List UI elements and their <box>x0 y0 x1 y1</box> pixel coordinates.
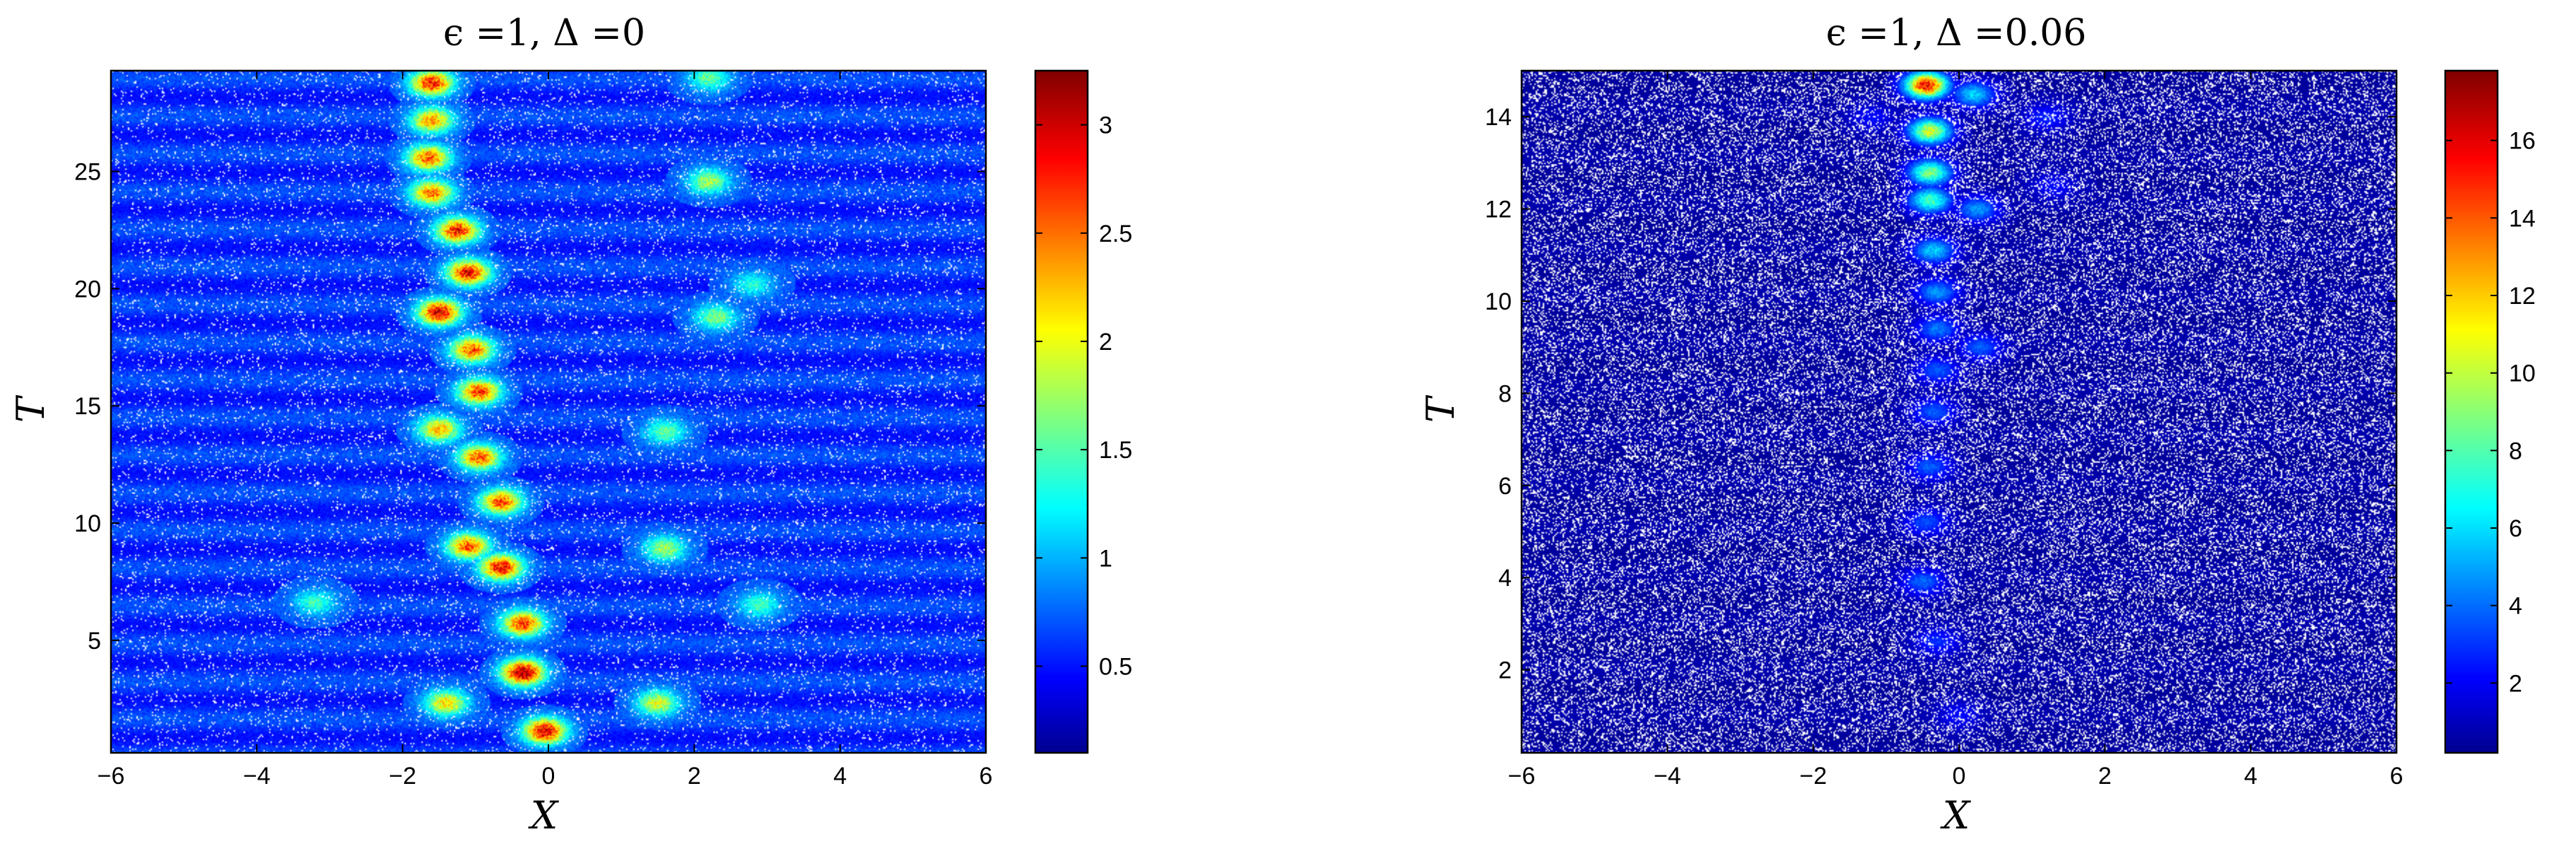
right-x-tick-label: 4 <box>2244 763 2257 790</box>
right-y-tick-label: 14 <box>1485 104 1512 131</box>
left-y-axis: 5 10 15 20 25 <box>74 159 986 655</box>
right-chart-title: ϵ =1, Δ =0.06 <box>1826 12 2087 54</box>
left-colorbar-gradient <box>1035 71 1088 753</box>
left-y-tick-label: 5 <box>88 628 101 655</box>
left-y-tick-label: 10 <box>74 510 101 537</box>
right-x-axis-label: X <box>1940 793 1972 838</box>
left-colorbar-tick-label: 3 <box>1099 112 1112 139</box>
left-colorbar-tick-label: 2.5 <box>1099 221 1132 247</box>
right-y-tick-label: 2 <box>1498 657 1512 684</box>
left-y-axis-label: T <box>8 394 53 423</box>
right-x-tick-label: −4 <box>1654 763 1681 790</box>
left-colorbar-tick-label: 0.5 <box>1099 653 1132 680</box>
right-colorbar-tick-label: 2 <box>2509 670 2522 697</box>
left-y-tick-label: 20 <box>74 276 101 303</box>
right-x-tick-label: 2 <box>2098 763 2112 790</box>
left-heatmap-image <box>111 71 986 753</box>
left-y-tick-label: 15 <box>74 393 101 420</box>
right-y-axis-label: T <box>1418 394 1463 423</box>
right-y-axis: 2 4 6 8 10 12 14 <box>1485 104 2396 684</box>
left-x-tick-label: 6 <box>980 763 993 790</box>
left-colorbar-tick-label: 2 <box>1099 329 1112 356</box>
right-x-tick-label: 0 <box>1953 763 1966 790</box>
left-x-tick-label: −4 <box>243 763 271 790</box>
right-x-tick-label: 6 <box>2390 763 2404 790</box>
right-colorbar-tick-label: 4 <box>2509 593 2522 620</box>
right-colorbar: 2 4 6 8 10 12 14 16 <box>2444 69 2536 754</box>
left-x-tick-label: −6 <box>98 763 125 790</box>
right-y-tick-label: 4 <box>1498 565 1512 592</box>
right-heatmap-image <box>1522 71 2396 753</box>
left-colorbar-tick-label: 1.5 <box>1099 437 1132 464</box>
left-colorbar-frame <box>1034 69 1089 754</box>
right-colorbar-tick-label: 10 <box>2509 361 2536 387</box>
right-x-tick-label: −6 <box>1508 763 1536 790</box>
left-x-axis: −6 −4 −2 0 2 4 6 <box>98 71 993 790</box>
right-y-tick-label: 8 <box>1498 380 1512 407</box>
right-colorbar-gradient <box>2445 71 2498 753</box>
left-x-tick-label: 4 <box>833 763 847 790</box>
panel-left: ϵ =1, Δ =0 −6 −4 −2 0 2 4 6 5 10 15 20 25 X T 0.5 1… <box>8 12 1132 838</box>
left-heatmap <box>110 69 987 754</box>
right-colorbar-ticks: 2 4 6 8 10 12 14 16 <box>2445 128 2536 697</box>
left-x-tick-label: 2 <box>688 763 701 790</box>
right-heatmap <box>1520 69 2398 754</box>
left-x-tick-label: 0 <box>542 763 555 790</box>
left-y-tick-label: 25 <box>74 159 101 186</box>
right-y-tick-label: 12 <box>1485 197 1512 223</box>
left-colorbar: 0.5 1 1.5 2 2.5 3 <box>1034 69 1132 754</box>
left-colorbar-ticks: 0.5 1 1.5 2 2.5 3 <box>1035 112 1132 680</box>
right-colorbar-tick-label: 12 <box>2509 283 2536 310</box>
right-colorbar-tick-label: 6 <box>2509 515 2522 542</box>
left-x-axis-label: X <box>528 793 560 838</box>
right-y-tick-label: 10 <box>1485 288 1512 315</box>
right-x-axis: −6 −4 −2 0 2 4 6 <box>1508 71 2404 790</box>
right-colorbar-tick-label: 14 <box>2509 205 2536 232</box>
right-x-tick-label: −2 <box>1799 763 1827 790</box>
right-colorbar-frame <box>2444 69 2499 754</box>
right-colorbar-tick-label: 8 <box>2509 438 2522 464</box>
right-colorbar-tick-label: 16 <box>2509 128 2536 155</box>
left-x-tick-label: −2 <box>389 763 416 790</box>
right-y-tick-label: 6 <box>1498 473 1512 500</box>
left-colorbar-tick-label: 1 <box>1099 545 1112 572</box>
left-chart-title: ϵ =1, Δ =0 <box>443 12 645 54</box>
